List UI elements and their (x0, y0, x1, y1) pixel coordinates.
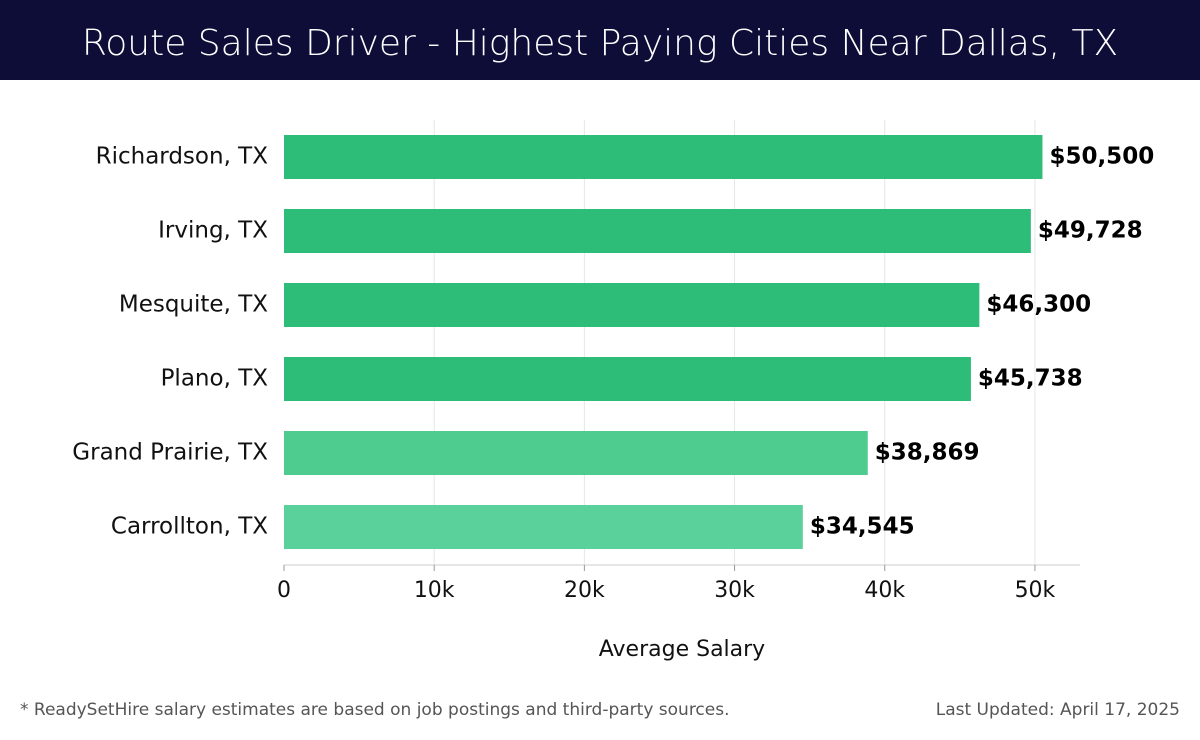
x-tick-label: 0 (277, 578, 291, 603)
bar (284, 505, 803, 549)
category-label: Grand Prairie, TX (72, 440, 268, 466)
bar (284, 431, 868, 475)
category-label: Carrollton, TX (111, 514, 268, 540)
value-label: $34,545 (810, 514, 915, 540)
x-axis-title: Average Salary (599, 637, 765, 662)
category-label: Irving, TX (158, 218, 268, 244)
x-tick-label: 30k (714, 578, 755, 603)
chart-title: Route Sales Driver - Highest Paying Citi… (81, 23, 1119, 64)
category-label: Plano, TX (161, 366, 269, 392)
value-label: $49,728 (1038, 218, 1143, 244)
x-tick-label: 20k (564, 578, 605, 603)
footer-disclaimer: * ReadySetHire salary estimates are base… (20, 700, 730, 720)
x-tick-label: 50k (1015, 578, 1056, 603)
x-tick-label: 10k (414, 578, 455, 603)
bar (284, 357, 971, 401)
bar (284, 135, 1043, 179)
salary-bar-chart: Richardson, TX $50,500 Irving, TX $49,728 Me… (72, 120, 1154, 662)
category-label: Mesquite, TX (119, 292, 268, 318)
value-label: $45,738 (978, 366, 1083, 392)
x-tick-label: 40k (864, 578, 905, 603)
bar (284, 209, 1031, 253)
value-label: $46,300 (986, 292, 1091, 318)
value-label: $38,869 (875, 440, 980, 466)
last-updated: Last Updated: April 17, 2025 (935, 700, 1180, 720)
value-label: $50,500 (1049, 144, 1154, 170)
header-bar: Route Sales Driver - Highest Paying Citi… (0, 0, 1200, 80)
category-label: Richardson, TX (96, 144, 269, 170)
bar (284, 283, 980, 327)
